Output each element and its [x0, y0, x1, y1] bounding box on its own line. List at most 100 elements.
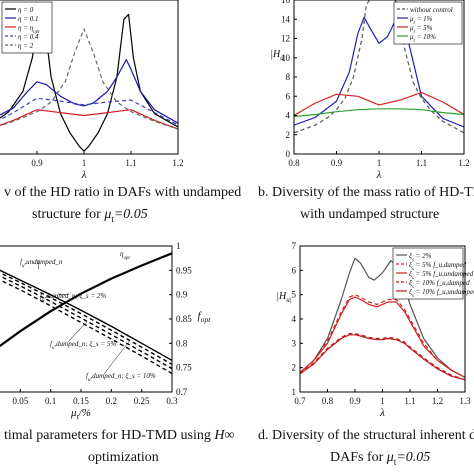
series-line-d-4 [300, 334, 465, 381]
annotation-arrow-c-3 [103, 340, 130, 375]
series-group-b [294, 0, 464, 134]
caption-c: timal parameters for HD-TMD using H∞ [4, 428, 234, 444]
legend-label-d-1: ξs = 5% f_u,damped [409, 261, 467, 272]
series-line-c-3 [0, 275, 172, 370]
x-tick-label-a-2: 1.1 [125, 158, 136, 168]
legend-label-b-3: μt = 10% [410, 33, 436, 44]
x-tick-label-d-4: 1.1 [404, 396, 415, 406]
series-line-d-1 [300, 294, 465, 378]
series-line-b-1 [294, 16, 464, 128]
caption-d-line2: DAFs for [330, 450, 384, 465]
y-tick-label-d-1: 2 [292, 363, 297, 373]
legend-label-d-3: ξs = 10% f_u,damped [409, 279, 470, 290]
legend-box-b [393, 1, 463, 45]
x-tick-label-c-1: 0.1 [45, 396, 56, 406]
legend-label-a-3: η = 0.4 [18, 33, 39, 41]
y-tick-label-d-3: 4 [292, 314, 297, 324]
x-axis-label-d: λ [379, 407, 385, 419]
series-line-d-3 [300, 333, 465, 381]
x-tick-label-b-0: 0.8 [288, 158, 300, 168]
legend-label-b-0: without control [410, 6, 453, 14]
y2-tick-label-c-6: 1 [176, 241, 181, 251]
series-line-c-2 [0, 271, 172, 365]
y2-tick-label-c-4: 0.9 [176, 290, 188, 300]
panel-b: 0.8 0.9 1 1.1 1.2 λ 0 2 4 6 8 10 12 14 16 |Hd| without c… [270, 0, 470, 181]
series-line-d-0 [300, 257, 465, 378]
y-tick-label-b-1: 2 [286, 130, 291, 140]
series-line-c-1 [0, 269, 172, 362]
y-tick-label-d-5: 6 [292, 265, 297, 275]
caption-d-value: =0.05 [396, 450, 431, 465]
series-line-b-3 [294, 108, 464, 118]
caption-d: d. Diversity of the structural inherent … [258, 428, 474, 444]
caption-a-line2-wrap: structure for μt=0.05 [32, 207, 148, 224]
caption-b-line1: b. Diversity of the mass ratio of HD-TM [258, 185, 474, 200]
series-line-d-2 [300, 296, 465, 378]
y2-tick-label-c-0: 0.7 [176, 387, 188, 397]
series-line-a-1 [0, 59, 178, 124]
y-tick-label-d-2: 3 [292, 338, 297, 348]
y2-tick-label-c-5: 0.95 [176, 265, 192, 275]
y-tick-label-d-6: 7 [292, 241, 297, 251]
y2-tick-label-c-3: 0.85 [176, 314, 192, 324]
y2-tick-label-c-1: 0.75 [176, 363, 192, 373]
x-tick-label-b-3: 1.1 [416, 158, 427, 168]
legend-label-a-2: η = ηopt [18, 24, 40, 35]
series-line-a-4 [0, 28, 178, 130]
caption-b-line2-wrap: with undamped structure [300, 207, 439, 223]
x-axis-label-c: μt/% [70, 407, 91, 421]
x-tick-label-c-3: 0.2 [106, 396, 117, 406]
x-tick-label-d-5: 1.2 [432, 396, 443, 406]
y2-axis-label-c: fopt [198, 310, 212, 324]
y-tick-label-b-7: 14 [281, 14, 291, 24]
x-tick-label-b-2: 1 [377, 158, 382, 168]
annotation-arrow-c-1 [57, 293, 69, 295]
x-tick-label-d-1: 0.8 [322, 396, 334, 406]
plot-frame-c [0, 245, 173, 393]
series-line-c-4 [0, 279, 172, 375]
legend-label-d-4: ξs = 10% f_u,undamped [409, 288, 474, 299]
y-tick-label-d-0: 1 [292, 387, 297, 397]
annotation-arrow-c-2 [67, 321, 88, 343]
y-axis-label-d: |Hu| [276, 291, 291, 304]
legend-label-a-1: η = 0.1 [18, 15, 38, 23]
caption-d-mu-sub: t [393, 456, 397, 467]
caption-c-line2: optimization [88, 450, 159, 465]
y-tick-label-b-4: 8 [286, 72, 291, 82]
series-line-a-2 [0, 109, 178, 130]
y-tick-label-b-2: 4 [286, 111, 291, 121]
x-tick-label-b-1: 0.9 [331, 158, 343, 168]
x-tick-label-d-3: 1 [380, 396, 385, 406]
x-tick-label-b-4: 1.2 [458, 158, 469, 168]
legend-label-a-4: η = 2 [18, 42, 34, 50]
legend-label-d-0: ξs = 2% [409, 252, 432, 263]
y2-tick-label-c-2: 0.8 [176, 338, 188, 348]
caption-a-line1: v of the HD ratio in DAFs with undamped [4, 185, 242, 200]
x-axis-label-b: λ [376, 169, 382, 181]
y-tick-label-d-4: 5 [292, 290, 297, 300]
x-tick-label-a-0: 0.9 [31, 158, 43, 168]
caption-b-line2: with undamped structure [300, 207, 440, 222]
caption-c-line1: timal parameters for HD-TMD using [4, 428, 211, 443]
y-tick-label-b-3: 6 [286, 91, 291, 101]
annotation-label-c-2: fu,damped_n; ξ_s = 5% [50, 340, 116, 351]
x-tick-label-d-6: 1.3 [459, 396, 471, 406]
annotation-label-c-0: fu,undamped_n [20, 258, 63, 269]
x-tick-label-d-2: 0.9 [349, 396, 361, 406]
panel-c: 0.05 0.1 0.15 0.2 0.25 0.3 μt/% 0.7 0.75 0.8 0.85 0… [0, 241, 211, 421]
caption-c-line2-wrap: optimization [88, 450, 159, 466]
series-line-b-2 [294, 91, 464, 117]
annotation-label-c-4: ηopt [120, 250, 130, 261]
y-tick-label-b-5: 10 [281, 53, 291, 63]
x-tick-label-c-5: 0.3 [166, 396, 178, 406]
x-tick-label-c-2: 0.15 [73, 396, 89, 406]
caption-a-mu-sub: t [111, 213, 114, 224]
caption-a: v of the HD ratio in DAFs with undamped [4, 185, 241, 201]
y-tick-label-b-8: 16 [281, 0, 291, 5]
series-line-c-0 [0, 252, 172, 348]
